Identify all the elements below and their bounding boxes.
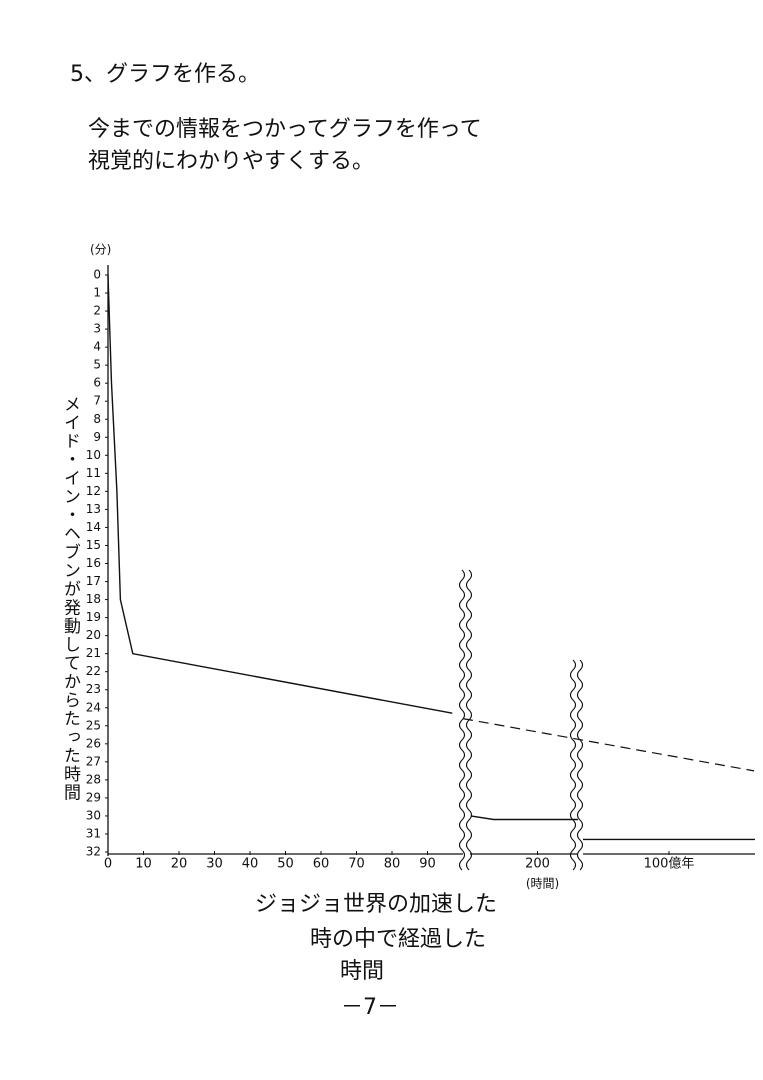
x-tick-label: 100億年 bbox=[644, 856, 695, 872]
x-axis-title: ジョジョ世界の加速した bbox=[255, 892, 497, 917]
x-axis-title: 時の中で経過した bbox=[310, 927, 486, 952]
y-tick-label: 8 bbox=[93, 412, 101, 426]
axis-break bbox=[569, 659, 577, 871]
y-tick-label: 7 bbox=[93, 394, 101, 408]
y-unit: (分) bbox=[90, 243, 111, 257]
y-tick-label: 13 bbox=[86, 502, 101, 516]
axis-break bbox=[576, 659, 584, 871]
y-tick-label: 30 bbox=[86, 808, 101, 822]
x-tick-label: 90 bbox=[419, 857, 436, 872]
y-tick-label: 12 bbox=[86, 484, 101, 498]
axis-break bbox=[465, 569, 473, 871]
y-tick-label: 27 bbox=[86, 754, 101, 768]
y-tick-label: 17 bbox=[86, 574, 101, 588]
y-tick-label: 3 bbox=[93, 322, 101, 336]
x-tick-label: 40 bbox=[242, 857, 259, 872]
heading: 5、グラフを作る。 bbox=[70, 62, 260, 87]
y-tick-label: 29 bbox=[86, 790, 101, 804]
y-tick-label: 0 bbox=[93, 268, 101, 282]
y-tick-label: 15 bbox=[86, 538, 101, 552]
y-tick-label: 23 bbox=[86, 682, 101, 696]
y-tick-label: 32 bbox=[86, 845, 101, 859]
y-tick-label: 20 bbox=[86, 628, 101, 642]
body-line: 今までの情報をつかってグラフを作って bbox=[88, 117, 482, 142]
x-tick-note: (時間) bbox=[526, 877, 559, 891]
y-tick-label: 25 bbox=[86, 718, 101, 732]
x-tick-label: 10 bbox=[135, 857, 152, 872]
y-tick-label: 18 bbox=[86, 592, 101, 606]
y-tick-label: 21 bbox=[86, 646, 101, 660]
y-tick-label: 31 bbox=[86, 826, 101, 840]
extrapolation-line bbox=[462, 718, 755, 772]
x-tick-label: 0 bbox=[104, 857, 112, 872]
y-tick-label: 5 bbox=[93, 358, 101, 372]
page-number: －7－ bbox=[341, 995, 399, 1020]
y-tick-label: 6 bbox=[93, 376, 101, 390]
y-tick-label: 10 bbox=[86, 448, 101, 462]
y-tick-label: 9 bbox=[93, 430, 101, 444]
x-tick-label: 20 bbox=[171, 857, 188, 872]
y-axis-title: メイド・イン・ヘブンが発動してからたった時間 bbox=[60, 395, 81, 802]
y-tick-label: 22 bbox=[86, 664, 101, 678]
data-line bbox=[470, 815, 578, 821]
y-tick-label: 19 bbox=[86, 610, 101, 624]
y-tick-label: 16 bbox=[86, 556, 101, 570]
y-tick-label: 1 bbox=[93, 286, 101, 300]
y-tick-label: 14 bbox=[86, 520, 101, 534]
x-tick-label: 30 bbox=[206, 857, 223, 872]
data-line bbox=[107, 274, 453, 714]
y-tick-label: 28 bbox=[86, 772, 101, 786]
y-tick-label: 24 bbox=[86, 700, 101, 714]
y-tick-label: 11 bbox=[86, 466, 101, 480]
x-tick-label: 80 bbox=[384, 857, 401, 872]
x-tick-label: 50 bbox=[277, 857, 294, 872]
y-tick-label: 26 bbox=[86, 736, 101, 750]
x-tick-label: 200 bbox=[525, 857, 550, 872]
y-tick-label: 4 bbox=[93, 340, 101, 354]
axis-break bbox=[458, 569, 466, 871]
y-tick-label: 2 bbox=[93, 304, 101, 318]
x-tick-label: 70 bbox=[348, 857, 365, 872]
x-axis-title: 時間 bbox=[340, 959, 384, 984]
x-tick-label: 60 bbox=[313, 857, 330, 872]
body-line: 視覚的にわかりやすくする。 bbox=[88, 149, 374, 174]
